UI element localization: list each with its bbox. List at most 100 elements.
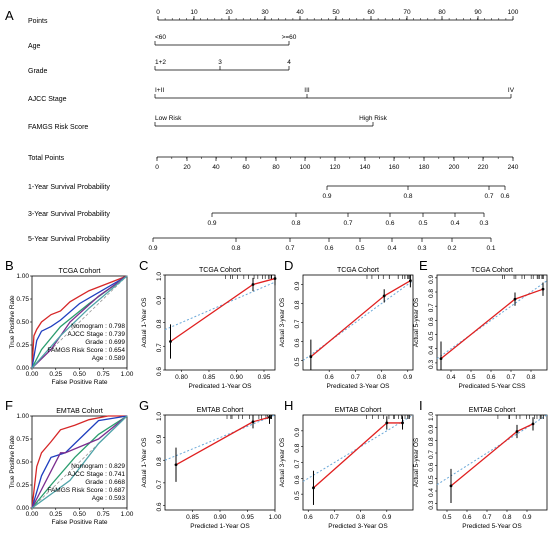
calibration-title: TCGA Cohort: [199, 267, 241, 274]
roc-legend-entry: Nomogram : 0.798: [71, 323, 125, 330]
calibration-ytick-label: 0.9: [156, 434, 163, 443]
nomogram-tick-label: 60: [367, 9, 375, 16]
calibration-xtick-label: 0.5: [442, 514, 451, 521]
roc-ytick-label: 0.25: [16, 482, 29, 489]
nomogram-tick-label: 0.4: [387, 245, 396, 252]
calibration-xtick-label: 0.7: [351, 374, 360, 381]
nomogram-tick-label: 0.9: [322, 193, 331, 200]
roc-ytick-label: 0.50: [16, 319, 29, 326]
roc-curve: [31, 275, 128, 369]
calibration-ytick-label: 0.3: [428, 360, 435, 369]
calibration-xlabel: Predicated 3-Year OS: [327, 383, 391, 390]
calibration-ytick-label: 0.6: [428, 462, 435, 471]
roc-xtick-label: 1.00: [121, 371, 134, 378]
nomogram-tick-label: 200: [449, 164, 460, 171]
calibration-xtick-label: 0.85: [203, 374, 216, 381]
roc-curve: [31, 275, 128, 369]
calibration-ytick-label: 0.9: [294, 427, 301, 436]
calibration-ytick-label: 0.7: [294, 459, 301, 468]
calibration-curve: [170, 277, 276, 343]
roc-xtick-label: 0.50: [73, 371, 86, 378]
nomogram-tick-label: High Risk: [359, 115, 388, 122]
calibration-point: [268, 415, 271, 419]
roc-ytick-label: 0.75: [16, 436, 29, 443]
roc-legend-entry: FAMGS Risk Score : 0.687: [47, 487, 125, 494]
nomogram-tick-label: 120: [330, 164, 341, 171]
calibration-plot-frame: [436, 414, 548, 511]
calibration-xtick-label: 0.9: [522, 514, 531, 521]
nomogram-row-label: Points: [28, 18, 48, 25]
calibration-point: [541, 287, 545, 291]
roc-ytick-label: 0.00: [16, 505, 29, 512]
calibration-ytick-label: 0.8: [294, 300, 301, 309]
calibration-xlabel: Predicted 1-Year OS: [190, 523, 250, 530]
calibration-ytick-label: 0.8: [156, 319, 163, 328]
panel-label-h: H: [284, 398, 293, 413]
calibration-xlabel: Predicted 5-Year OS: [462, 523, 522, 530]
panel-label-e: E: [419, 258, 428, 273]
calibration-ytick-label: 0.6: [294, 475, 301, 484]
nomogram-tick-label: 50: [332, 9, 340, 16]
nomogram-tick-label: <60: [155, 34, 166, 41]
calibration-ideal-line: [436, 280, 548, 360]
calibration-ylabel: Actual 5-year OS: [413, 437, 420, 487]
panel-label-g: G: [139, 398, 149, 413]
nomogram-tick-label: 140: [360, 164, 371, 171]
nomogram-tick-label: 0.1: [486, 245, 495, 252]
calibration-plot-frame: [302, 414, 414, 511]
calibration-title: TCGA Cohort: [337, 267, 379, 274]
nomogram-tick-label: 0.7: [484, 193, 493, 200]
roc-curve: [31, 415, 128, 509]
nomogram-tick-label: 0.2: [447, 245, 456, 252]
calibration-ytick-label: 0.4: [428, 488, 435, 497]
calibration-ylabel: Actual 1-Year OS: [141, 437, 148, 488]
calibration-point: [309, 355, 313, 359]
calibration-xtick-label: 0.90: [214, 514, 227, 521]
calibration-ytick-label: 1.0: [428, 412, 435, 421]
roc-chart-tcga: TCGA Cohort False Positive Rate True Posit…: [9, 268, 134, 386]
calibration-xtick-label: 0.85: [186, 514, 199, 521]
roc-legend-entry: Age : 0.589: [92, 355, 126, 362]
calibration-ytick-label: 0.9: [294, 281, 301, 290]
calibration-xtick-label: 0.8: [356, 514, 365, 521]
calibration-ytick-label: 0.9: [156, 295, 163, 304]
nomogram-row-label: AJCC Stage: [28, 96, 67, 103]
roc-legend-entry: AJCC Stage : 0.741: [68, 471, 126, 478]
nomogram-tick-label: 0.4: [450, 220, 459, 227]
calibration-plot-frame: [436, 274, 548, 371]
roc-xlabel: False Positive Rate: [52, 519, 108, 526]
calibration-ytick-label: 1.0: [156, 272, 163, 281]
nomogram-row-label: Total Points: [28, 155, 65, 162]
calibration-ytick-label: 0.6: [156, 502, 163, 511]
nomogram-tick-label: IV: [508, 87, 515, 94]
calibration-xlabel: Predicated 5-Year CSS: [459, 383, 527, 390]
calibration-xtick-label: 0.95: [241, 514, 254, 521]
nomogram-tick-label: 4: [287, 59, 291, 66]
nomogram-row-label: 3-Year Survival Probability: [28, 211, 110, 218]
calibration-charts: TCGA Cohort Predicated 1-Year OS Actual 1-…: [141, 267, 548, 530]
roc-xlabel: False Positive Rate: [52, 379, 108, 386]
calibration-ytick-label: 0.6: [428, 317, 435, 326]
nomogram-tick-label: 10: [190, 9, 198, 16]
roc-title: TCGA Cohort: [58, 268, 100, 275]
panel-label-d: D: [284, 258, 293, 273]
calibration-point: [408, 279, 412, 283]
nomogram-tick-label: 40: [296, 9, 304, 16]
roc-xtick-label: 0.00: [26, 371, 39, 378]
calibration-xlabel: Predicated 1-Year OS: [189, 383, 253, 390]
nomogram-tick-label: 0.8: [403, 193, 412, 200]
roc-legend-entry: Age : 0.593: [92, 495, 126, 502]
calibration-xtick-label: 0.7: [330, 514, 339, 521]
calibration-point: [531, 422, 535, 426]
roc-ylabel: True Positive Rate: [9, 435, 16, 489]
roc-xtick-label: 0.75: [97, 371, 110, 378]
nomogram-row-label: Grade: [28, 68, 48, 75]
nomogram-tick-label: 40: [212, 164, 220, 171]
calibration-ytick-label: 0.5: [428, 475, 435, 484]
nomogram-tick-label: 1+2: [155, 59, 166, 66]
nomogram-tick-label: III: [304, 87, 310, 94]
calibration-point: [382, 294, 386, 298]
calibration-xtick-label: 0.6: [304, 514, 313, 521]
calibration-curve: [310, 280, 411, 358]
